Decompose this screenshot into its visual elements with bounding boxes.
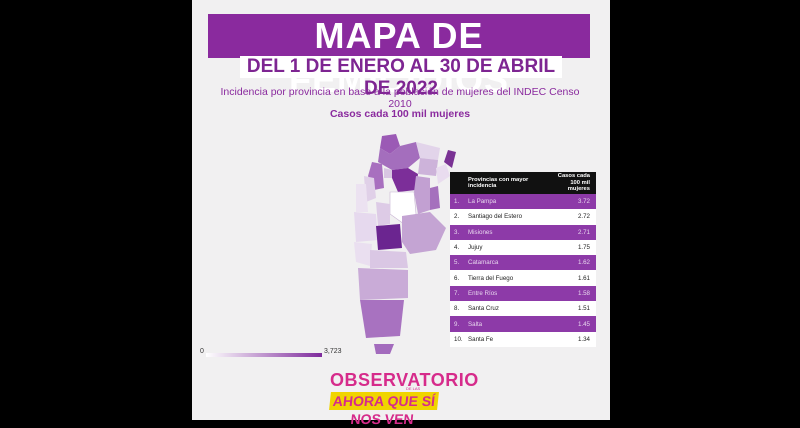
map-region-santiago-del-estero (392, 168, 418, 192)
row-province: Catamarca (468, 259, 499, 267)
row-value: 1.62 (577, 259, 590, 267)
row-value: 1.61 (577, 274, 590, 282)
row-value: 1.75 (577, 244, 590, 252)
row-value: 2.72 (577, 213, 590, 221)
argentina-choropleth-map (354, 134, 456, 354)
map-region-tucuman (384, 168, 392, 178)
table-body: 1. La Pampa 3.72 2. Santiago del Estero 2.72 3… (450, 194, 596, 347)
map-region-jujuy (380, 134, 400, 154)
map-region-santa-cruz (360, 300, 404, 338)
row-rank: 5. (454, 259, 460, 267)
map-region-chubut (358, 268, 408, 300)
map-region-mendoza (354, 212, 378, 242)
row-province: Tierra del Fuego (468, 274, 514, 282)
table-row: 8. Santa Cruz 1.51 (450, 301, 596, 317)
map-region-buenos-aires (402, 212, 446, 254)
row-rank: 4. (454, 244, 460, 252)
map-region-salta (378, 142, 420, 170)
map-region-la-pampa (376, 224, 402, 250)
row-rank: 10. (454, 335, 463, 343)
row-value: 2.71 (577, 228, 590, 236)
map-region-neuquen (354, 242, 372, 266)
row-province: Santiago del Estero (468, 213, 523, 221)
table-row: 2. Santiago del Estero 2.72 (450, 209, 596, 225)
header-province: Provincias con mayor incidencia (468, 176, 529, 190)
table-row: 3. Misiones 2.71 (450, 224, 596, 240)
row-rank: 8. (454, 305, 460, 313)
page-subtitle: DEL 1 DE ENERO AL 30 DE ABRIL DE 2022 (240, 56, 562, 99)
units-label: Casos cada 100 mil mujeres (329, 108, 471, 120)
header-value: Casos cada 100 mil mujeres (557, 173, 590, 193)
table-row: 5. Catamarca 1.62 (450, 255, 596, 271)
row-rank: 6. (454, 274, 460, 282)
map-region-misiones (444, 150, 456, 168)
description: Incidencia por provincia en base a la po… (220, 86, 580, 110)
row-rank: 2. (454, 213, 460, 221)
table-row: 6. Tierra del Fuego 1.61 (450, 270, 596, 286)
row-province: Salta (468, 320, 483, 328)
logo-title: OBSERVATORIO (330, 370, 479, 390)
logo-slogan: AHORA QUE SÍ NOS VEN (329, 392, 439, 427)
row-value: 1.51 (577, 305, 590, 313)
ranking-table: Provincias con mayor incidencia Casos ca… (450, 172, 596, 347)
page-title: MAPA DE FEMICIDIOS (208, 14, 590, 100)
row-province: Santa Cruz (468, 305, 499, 313)
row-province: Misiones (468, 228, 493, 236)
table-row: 4. Jujuy 1.75 (450, 239, 596, 256)
row-rank: 1. (454, 198, 460, 206)
row-rank: 7. (454, 289, 460, 297)
map-provinces (354, 134, 456, 354)
map-region-formosa (416, 142, 440, 160)
table-row: 9. Salta 1.45 (450, 316, 596, 332)
row-value: 1.58 (577, 289, 590, 297)
legend-gradient-bar (206, 353, 322, 357)
map-region-corrientes (436, 164, 450, 184)
table-row: 7. Entre Ríos 1.58 (450, 285, 596, 302)
row-province: Santa Fe (468, 335, 494, 343)
row-province: La Pampa (468, 198, 497, 206)
map-region-rio-negro (370, 250, 408, 268)
table-row: 10. Santa Fe 1.34 (450, 331, 596, 347)
map-region-tierra-del-fuego (374, 344, 394, 354)
row-value: 3.72 (577, 198, 590, 206)
row-value: 1.45 (577, 320, 590, 328)
color-scale-legend: 0 3,723 (200, 344, 350, 364)
legend-min-label: 0 (200, 348, 204, 355)
row-value: 1.34 (577, 335, 590, 343)
observatorio-logo: OBSERVATORIO DE LAS VIOLENCIAS DE GÉNERO… (329, 370, 478, 427)
row-province: Jujuy (468, 244, 483, 252)
map-region-la-rioja (364, 176, 376, 202)
row-rank: 3. (454, 228, 460, 236)
map-region-santa-fe (414, 176, 430, 214)
table-header: Provincias con mayor incidencia Casos ca… (450, 172, 596, 194)
row-rank: 9. (454, 320, 460, 328)
map-region-entre-rios (430, 186, 440, 210)
legend-max-label: 3,723 (324, 348, 342, 355)
map-region-san-juan (356, 184, 368, 212)
map-region-chaco (418, 158, 438, 176)
table-row: 1. La Pampa 3.72 (450, 194, 596, 210)
map-region-san-luis (376, 202, 390, 226)
row-province: Entre Ríos (468, 289, 498, 297)
